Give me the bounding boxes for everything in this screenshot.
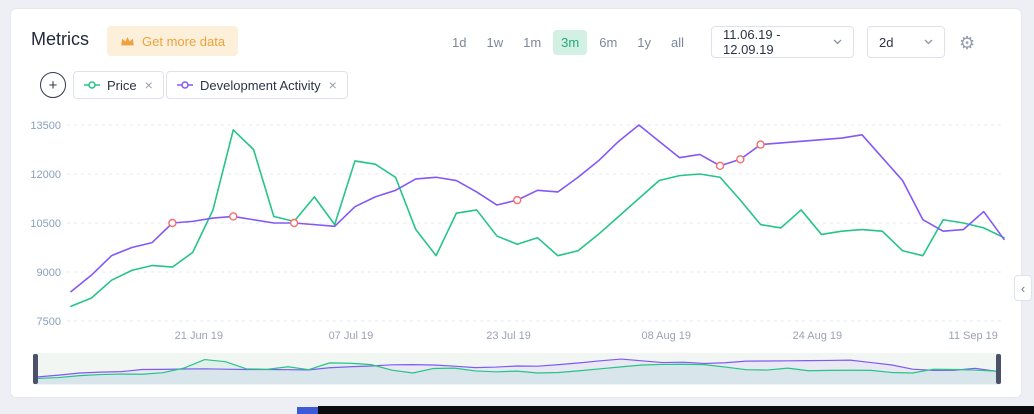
collapse-chevron-icon: ‹ xyxy=(1020,280,1026,296)
trend-marker[interactable] xyxy=(229,212,238,221)
timeframe-group: 1d 1w 1m 3m 6m 1y all xyxy=(444,30,692,55)
y-axis-label: 10500 xyxy=(30,218,61,230)
trend-marker[interactable] xyxy=(168,218,177,228)
series-line xyxy=(70,124,1005,293)
metrics-card: Metrics Get more data 1d 1w 1m 3m 6m 1y all 11… xyxy=(10,8,1022,398)
navigator-handle-left[interactable] xyxy=(33,354,38,384)
timeframe-6m[interactable]: 6m xyxy=(591,30,625,55)
navigator-line xyxy=(38,358,996,380)
trend-marker[interactable] xyxy=(289,218,299,228)
metric-chip-label: Development Activity xyxy=(200,77,321,93)
date-range-picker[interactable]: 11.06.19 - 12.09.19 xyxy=(711,26,854,58)
timeframe-all[interactable]: all xyxy=(663,30,692,55)
x-axis-label: 11 Sep 19 xyxy=(949,330,998,342)
metric-chip-price[interactable]: Price × xyxy=(73,71,164,99)
timeframe-1y[interactable]: 1y xyxy=(629,30,659,55)
taskbar-fragment-blue xyxy=(297,407,318,414)
interval-label: 2d xyxy=(879,34,894,50)
close-icon[interactable]: × xyxy=(328,77,337,93)
y-axis-label: 13500 xyxy=(30,120,61,132)
y-axis-label: 7500 xyxy=(37,316,61,328)
navigator-area xyxy=(38,359,996,384)
get-more-data-button[interactable]: Get more data xyxy=(107,26,239,56)
x-axis-label: 24 Aug 19 xyxy=(793,330,843,342)
close-icon[interactable]: × xyxy=(144,77,153,93)
x-axis-label: 07 Jul 19 xyxy=(329,330,374,342)
navigator-handle-right[interactable] xyxy=(996,354,1001,384)
trend-marker[interactable] xyxy=(756,140,765,149)
chevron-down-icon xyxy=(924,39,933,45)
timeframe-1m[interactable]: 1m xyxy=(515,30,549,55)
timeframe-3m[interactable]: 3m xyxy=(553,30,588,55)
trend-marker[interactable] xyxy=(736,155,745,164)
interval-select[interactable]: 2d xyxy=(867,26,945,58)
crown-icon xyxy=(121,36,134,46)
x-axis-label: 21 Jun 19 xyxy=(175,330,223,342)
y-axis-label: 12000 xyxy=(30,169,61,181)
series-line xyxy=(70,129,1005,308)
trend-marker[interactable] xyxy=(715,161,725,171)
metric-chip-dev-activity[interactable]: Development Activity × xyxy=(166,71,348,99)
price-dev-chart[interactable]: 7500 9000 10500 12000 13500 21 Jun 19 07 Jul 1… xyxy=(19,103,1015,355)
navigator-mini-chart xyxy=(38,358,996,384)
taskbar-fragment-black xyxy=(318,406,1034,414)
chevron-down-icon xyxy=(833,39,842,45)
sidebar-collapse-button[interactable]: ‹ xyxy=(1014,275,1032,301)
metric-chip-label: Price xyxy=(107,77,137,93)
get-more-data-label: Get more data xyxy=(142,33,226,49)
timeframe-1w[interactable]: 1w xyxy=(478,30,511,55)
page-title: Metrics xyxy=(31,29,89,49)
x-axis-label: 23 Jul 19 xyxy=(486,330,531,342)
timeframe-1d[interactable]: 1d xyxy=(444,30,474,55)
chart-navigator[interactable] xyxy=(33,353,1001,385)
settings-gear-icon[interactable]: ⚙ xyxy=(959,33,976,53)
trend-marker[interactable] xyxy=(513,195,522,205)
date-range-label: 11.06.19 - 12.09.19 xyxy=(723,27,781,57)
navigator-line xyxy=(38,358,996,378)
dev-activity-series-icon xyxy=(177,81,193,89)
add-metric-button[interactable]: + xyxy=(40,72,66,98)
price-series-icon xyxy=(84,81,100,89)
x-axis-label: 08 Aug 19 xyxy=(641,330,691,342)
y-axis-label: 9000 xyxy=(37,267,61,279)
